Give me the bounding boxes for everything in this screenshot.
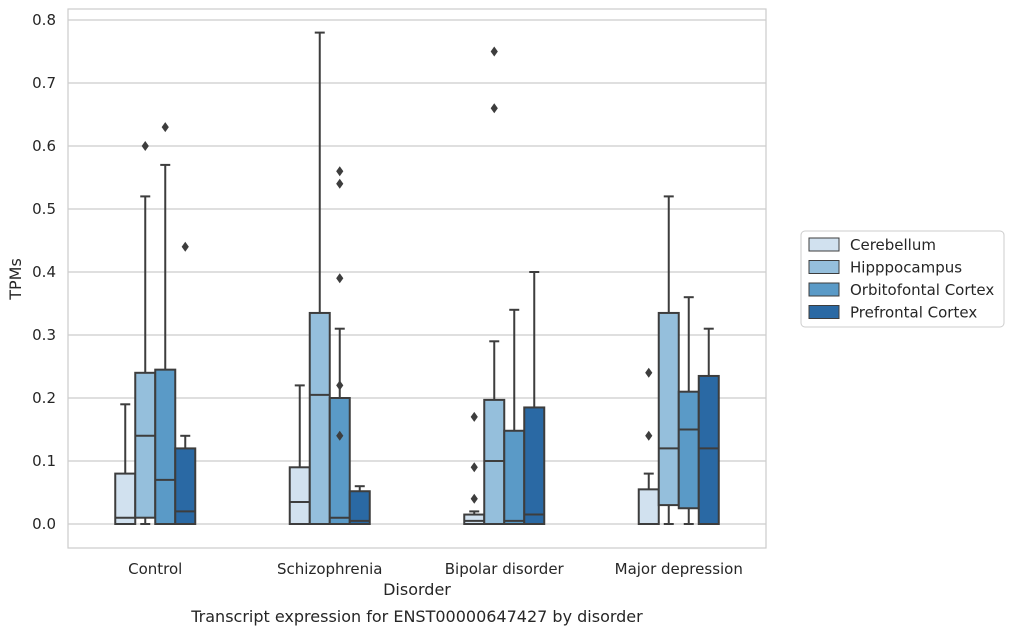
y-tick-label-2: 0.2 (32, 389, 56, 407)
outlier-point-1 (645, 367, 653, 378)
y-tick-label-0: 0.0 (32, 515, 56, 533)
legend-swatch-0 (808, 237, 840, 252)
box-1-1 (308, 31, 331, 526)
outlier-point-1 (336, 380, 344, 391)
box-body (154, 368, 177, 525)
box-3-1 (657, 195, 680, 525)
outlier-point-1 (490, 46, 498, 57)
outlier-point-3 (336, 178, 344, 189)
legend-swatch-2 (808, 282, 840, 297)
box-0-3 (174, 241, 197, 525)
box-3-3 (697, 327, 720, 526)
box-body (308, 311, 331, 526)
outlier-point-0 (336, 430, 344, 441)
outlier-point-1 (470, 462, 478, 473)
box-2-2 (503, 308, 526, 526)
legend-frame (800, 230, 1005, 328)
box-3-2 (677, 296, 700, 525)
y-tick-label-5: 0.5 (32, 200, 56, 218)
y-tick-label-4: 0.4 (32, 263, 56, 281)
box-body (657, 311, 680, 507)
legend-swatch-1 (808, 260, 840, 274)
box-2-0 (463, 411, 486, 525)
box-2-1 (483, 46, 506, 526)
y-tick-label-1: 0.1 (32, 452, 56, 470)
box-0-0 (114, 403, 137, 526)
y-tick-label-7: 0.7 (32, 74, 56, 92)
y-tick-label-6: 0.6 (32, 137, 56, 155)
outlier-point-0 (161, 122, 169, 133)
box-0-1 (134, 141, 157, 525)
legend-label-1: Hipppocampus (850, 259, 962, 277)
box-body (348, 490, 371, 525)
x-tick-label-3: Major depression (615, 560, 743, 578)
y-tick-label-3: 0.3 (32, 326, 56, 344)
chart-caption: Transcript expression for ENST0000064742… (190, 607, 643, 626)
box-body (174, 447, 197, 525)
outlier-point-0 (141, 141, 149, 151)
x-tick-label-2: Bipolar disorder (445, 560, 565, 578)
box-body (463, 513, 486, 525)
legend: Cerebellum Hipppocampus Orbitofontal Corte… (800, 230, 1005, 328)
legend-swatch-3 (808, 305, 840, 319)
box-1-3 (348, 485, 371, 525)
box-body (677, 390, 700, 510)
box-body (697, 374, 720, 526)
outlier-point-0 (490, 103, 498, 114)
outlier-point-2 (336, 273, 344, 284)
box-body (114, 472, 137, 526)
legend-label-3: Prefrontal Cortex (850, 304, 977, 322)
box-body (503, 429, 526, 526)
box-body (637, 488, 660, 526)
outlier-point-0 (470, 493, 478, 504)
box-body (134, 371, 157, 519)
y-axis-ticks: 0.0 0.1 0.2 0.3 0.4 0.5 0.6 0.7 0.8 (32, 11, 56, 533)
x-tick-label-0: Control (128, 560, 182, 578)
legend-label-2: Orbitofontal Cortex (850, 281, 994, 299)
plot-area-frame (67, 8, 767, 549)
boxes-layer (114, 31, 720, 526)
legend-label-0: Cerebellum (850, 236, 936, 254)
box-0-2 (154, 122, 177, 525)
box-body (288, 466, 311, 525)
box-1-0 (288, 384, 311, 525)
x-axis-ticks: Control Schizophrenia Bipolar disorder Majo… (128, 560, 743, 578)
y-axis-label: TPMs (6, 258, 25, 301)
x-axis-label: Disorder (383, 580, 451, 599)
y-tick-label-8: 0.8 (32, 11, 56, 29)
box-1-2 (328, 166, 351, 525)
outlier-point-4 (336, 166, 344, 177)
x-tick-label-1: Schizophrenia (277, 560, 382, 578)
box-2-3 (523, 271, 546, 526)
outlier-point-2 (470, 411, 478, 422)
box-body (523, 406, 546, 526)
outlier-point-0 (645, 430, 653, 441)
box-body (328, 397, 351, 525)
outlier-point-0 (181, 241, 189, 252)
box-3-0 (637, 367, 660, 526)
